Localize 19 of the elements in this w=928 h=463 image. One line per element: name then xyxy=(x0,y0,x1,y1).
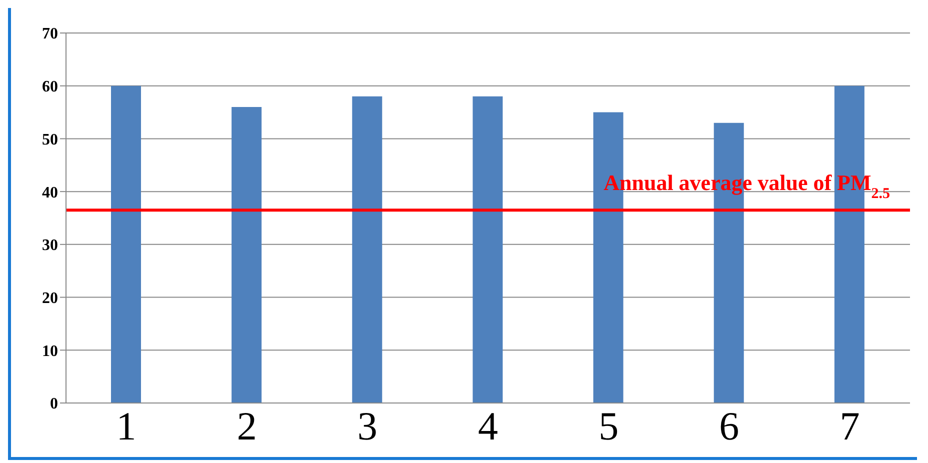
y-tick-label: 70 xyxy=(42,26,58,43)
y-tick-label: 30 xyxy=(42,237,58,254)
x-tick-label: 2 xyxy=(236,403,257,448)
bar xyxy=(352,96,382,403)
bar xyxy=(111,86,141,403)
x-tick-label: 6 xyxy=(719,403,740,448)
x-tick-label: 1 xyxy=(116,403,136,448)
x-tick-label: 3 xyxy=(357,403,378,448)
x-tick-label: 4 xyxy=(478,403,498,448)
y-tick-label: 20 xyxy=(42,290,58,307)
y-tick-label: 60 xyxy=(42,78,58,96)
bar xyxy=(472,96,503,403)
y-tick-label: 50 xyxy=(42,131,58,148)
y-tick-label: 0 xyxy=(50,396,58,413)
y-tick-label: 40 xyxy=(42,184,58,202)
y-tick-label: 10 xyxy=(42,342,58,360)
bar xyxy=(232,107,262,403)
x-tick-label: 5 xyxy=(598,403,619,448)
x-tick-label: 7 xyxy=(840,403,860,448)
